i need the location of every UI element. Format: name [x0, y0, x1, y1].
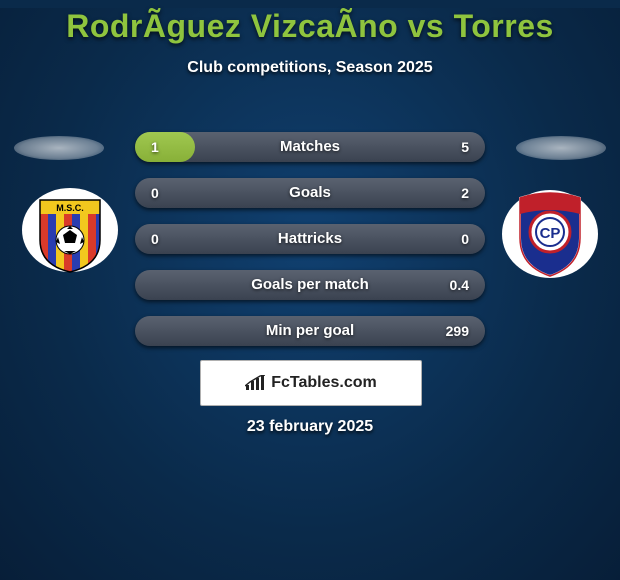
stat-row-goals: 0 Goals 2	[135, 178, 485, 208]
watermark: FcTables.com	[200, 360, 422, 406]
page-title: RodrÃ­guez VizcaÃ­no vs Torres	[0, 8, 620, 45]
player-shadow-left	[14, 136, 104, 160]
stat-right-value: 299	[446, 316, 469, 346]
club-crest-right: CP	[500, 180, 600, 280]
stat-label: Matches	[135, 132, 485, 162]
stat-right-value: 0	[461, 224, 469, 254]
stat-label: Hattricks	[135, 224, 485, 254]
crest-right-letters: CP	[540, 225, 561, 242]
stat-row-gpm: Goals per match 0.4	[135, 270, 485, 300]
crest-left-text: M.S.C.	[56, 203, 84, 213]
stat-row-hattricks: 0 Hattricks 0	[135, 224, 485, 254]
stat-label: Goals per match	[135, 270, 485, 300]
stat-right-value: 5	[461, 132, 469, 162]
page-subtitle: Club competitions, Season 2025	[0, 59, 620, 77]
stat-right-value: 0.4	[450, 270, 469, 300]
stats-container: 1 Matches 5 0 Goals 2 0 Hattricks 0 Goal…	[135, 132, 485, 362]
watermark-text: FcTables.com	[271, 374, 377, 392]
stat-right-value: 2	[461, 178, 469, 208]
bar-chart-icon	[245, 375, 265, 391]
stat-row-mpg: Min per goal 299	[135, 316, 485, 346]
stat-label: Min per goal	[135, 316, 485, 346]
stat-label: Goals	[135, 178, 485, 208]
stat-row-matches: 1 Matches 5	[135, 132, 485, 162]
player-shadow-right	[516, 136, 606, 160]
date-text: 23 february 2025	[0, 418, 620, 436]
club-crest-left: M.S.C.	[20, 180, 120, 280]
